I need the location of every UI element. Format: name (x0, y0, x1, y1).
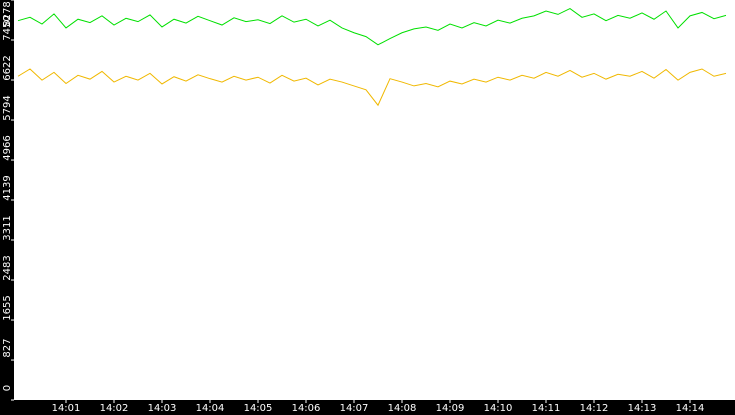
y-tick-label: 1655 (2, 295, 13, 320)
y-tick-label: 4966 (2, 135, 13, 160)
y-tick-label: 7450 (2, 15, 13, 40)
x-tick-label: 14:14 (676, 403, 705, 414)
x-tick-label: 14:11 (532, 403, 561, 414)
x-axis-strip (0, 400, 735, 415)
x-tick-label: 14:04 (196, 403, 225, 414)
x-tick-label: 14:07 (340, 403, 369, 414)
y-tick-label: 3311 (2, 215, 13, 240)
y-axis-strip (0, 0, 14, 415)
y-tick-label: 5794 (2, 95, 13, 120)
series-line (17, 8, 727, 46)
x-tick-label: 14:12 (580, 403, 609, 414)
x-tick-label: 14:01 (52, 403, 81, 414)
x-tick-label: 14:02 (100, 403, 129, 414)
x-tick-label: 14:06 (292, 403, 321, 414)
series-line (17, 68, 727, 107)
x-tick-label: 14:05 (244, 403, 273, 414)
x-tick-label: 14:10 (484, 403, 513, 414)
y-tick-label: 8278 (2, 1, 13, 26)
x-tick-label: 14:13 (628, 403, 657, 414)
x-tick-label: 14:03 (148, 403, 177, 414)
y-tick-label: 6622 (2, 55, 13, 80)
y-tick-label: 4139 (2, 175, 13, 200)
y-tick-label: 827 (2, 338, 13, 357)
x-tick-label: 14:09 (436, 403, 465, 414)
x-tick-label: 14:08 (388, 403, 417, 414)
y-tick-label: 0 (2, 385, 13, 391)
y-tick-label: 2483 (2, 255, 13, 280)
